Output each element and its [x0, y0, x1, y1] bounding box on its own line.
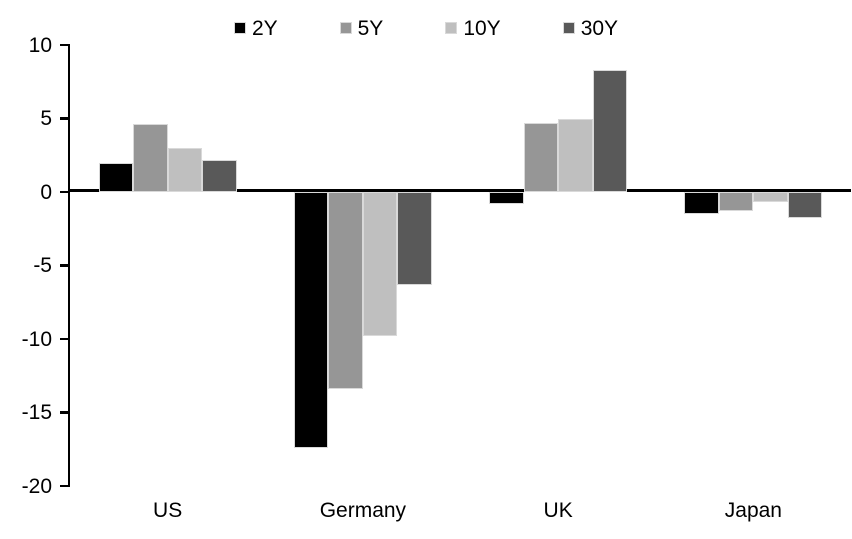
bar-japan-10y — [753, 192, 788, 203]
legend-item-2y: 2Y — [233, 16, 278, 40]
x-axis-label-germany: Germany — [319, 499, 407, 522]
legend-swatch-10y — [445, 22, 458, 34]
legend-label: 10Y — [463, 16, 501, 40]
y-axis-tick-label: -15 — [21, 401, 52, 424]
bar-us-10y — [167, 147, 203, 192]
y-axis-tick — [60, 264, 70, 267]
x-axis-label-us: US — [153, 499, 183, 522]
bar-uk-30y — [592, 69, 628, 192]
bar-germany-10y — [362, 192, 398, 337]
y-axis-tick — [60, 337, 70, 341]
bar-uk-2y — [489, 192, 524, 204]
bar-uk-10y — [558, 118, 593, 192]
legend-swatch-5y — [339, 22, 352, 34]
bar-japan-30y — [787, 192, 823, 219]
y-axis-tick-label: 5 — [40, 107, 52, 130]
legend-swatch-30y — [562, 22, 575, 34]
y-axis-tick-label: -10 — [21, 327, 52, 351]
legend-item-5y: 5Y — [339, 16, 384, 40]
bar-japan-2y — [684, 192, 719, 215]
legend-label: 2Y — [251, 16, 278, 40]
y-axis-tick — [60, 411, 70, 414]
bar-japan-5y — [718, 192, 754, 212]
chart-legend: 2Y 5Y 10Y 30Y — [0, 12, 852, 44]
bar-germany-30y — [397, 192, 432, 285]
y-axis-tick — [60, 43, 70, 47]
legend-label: 5Y — [357, 16, 384, 40]
bar-us-30y — [202, 159, 237, 192]
bar-uk-5y — [523, 122, 559, 192]
legend-label: 30Y — [580, 16, 619, 40]
x-axis-label-japan: Japan — [724, 499, 782, 522]
bar-us-2y — [98, 162, 134, 192]
y-axis-tick-label: 10 — [28, 33, 52, 57]
y-axis-tick-label: -20 — [21, 474, 52, 498]
x-axis-zero-line — [67, 188, 851, 192]
y-axis-tick — [60, 190, 70, 194]
bar-us-5y — [133, 124, 168, 192]
bar-germany-5y — [328, 192, 363, 389]
y-axis-tick — [60, 117, 70, 120]
y-axis-tick-label: 0 — [40, 180, 52, 204]
legend-item-10y: 10Y — [445, 16, 501, 40]
y-axis-tick — [60, 484, 70, 488]
legend-swatch-2y — [233, 22, 246, 34]
legend-item-30y: 30Y — [562, 16, 619, 40]
x-axis-label-uk: UK — [543, 499, 573, 522]
bar-germany-2y — [293, 192, 329, 448]
y-axis-tick-label: -5 — [33, 254, 52, 277]
